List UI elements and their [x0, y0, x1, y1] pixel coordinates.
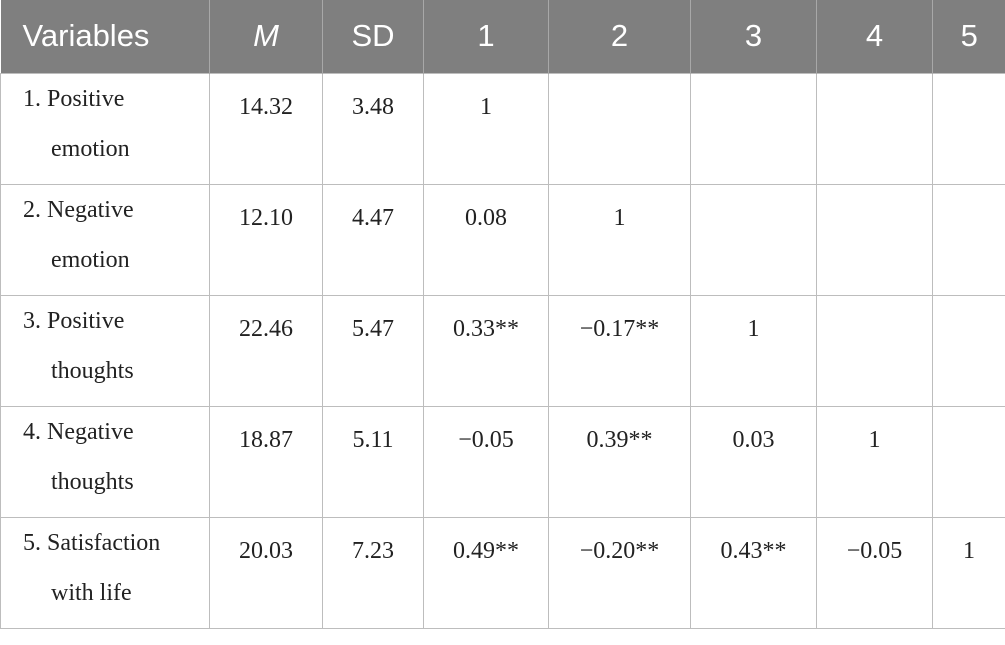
- table-row: 5. Satisfaction with life 20.03 7.23 0.49**…: [0, 516, 1005, 629]
- cell: 1: [932, 516, 1005, 629]
- cell: 3.48: [322, 72, 424, 185]
- cell: 5.47: [322, 294, 424, 407]
- cell: 5.11: [322, 405, 424, 518]
- empty-cell: [690, 72, 817, 185]
- table-header: Variables M SD 1 2 3 4 5: [0, 0, 1005, 73]
- cell: 20.03: [209, 516, 323, 629]
- variable-name: 1. Positive emotion: [0, 72, 210, 185]
- table-body: 1. Positive emotion 14.32 3.48 1 2. Negative…: [0, 72, 1005, 629]
- variable-name: 3. Positive thoughts: [0, 294, 210, 407]
- cell: 7.23: [322, 516, 424, 629]
- table-row: 2. Negative emotion 12.10 4.47 0.08 1: [0, 183, 1005, 296]
- cell: 0.43**: [690, 516, 817, 629]
- cell: 0.33**: [423, 294, 549, 407]
- variable-name: 4. Negative thoughts: [0, 405, 210, 518]
- cell: 0.03: [690, 405, 817, 518]
- table-row: 3. Positive thoughts 22.46 5.47 0.33** −0.17…: [0, 294, 1005, 407]
- cell: 22.46: [209, 294, 323, 407]
- cell: 14.32: [209, 72, 323, 185]
- empty-cell: [932, 294, 1005, 407]
- empty-cell: [932, 183, 1005, 296]
- table-row: 1. Positive emotion 14.32 3.48 1: [0, 72, 1005, 185]
- header-row: Variables M SD 1 2 3 4 5: [0, 0, 1005, 73]
- cell: 1: [548, 183, 691, 296]
- cell: 18.87: [209, 405, 323, 518]
- header-cell: Variables: [0, 0, 210, 73]
- cell: 1: [816, 405, 933, 518]
- cell: 0.49**: [423, 516, 549, 629]
- cell: −0.05: [423, 405, 549, 518]
- header-cell: 3: [690, 0, 817, 73]
- cell: 1: [423, 72, 549, 185]
- empty-cell: [816, 183, 933, 296]
- cell: 0.39**: [548, 405, 691, 518]
- cell: 0.08: [423, 183, 549, 296]
- cell: −0.17**: [548, 294, 691, 407]
- header-cell: M: [209, 0, 323, 73]
- header-cell: 4: [816, 0, 933, 73]
- cell: 1: [690, 294, 817, 407]
- variable-name: 2. Negative emotion: [0, 183, 210, 296]
- cell: −0.05: [816, 516, 933, 629]
- empty-cell: [816, 294, 933, 407]
- empty-cell: [932, 72, 1005, 185]
- header-cell: 2: [548, 0, 691, 73]
- cell: 4.47: [322, 183, 424, 296]
- cell: −0.20**: [548, 516, 691, 629]
- table-row: 4. Negative thoughts 18.87 5.11 −0.05 0.39**…: [0, 405, 1005, 518]
- cell: 12.10: [209, 183, 323, 296]
- empty-cell: [932, 405, 1005, 518]
- variable-name: 5. Satisfaction with life: [0, 516, 210, 629]
- correlation-table: Variables M SD 1 2 3 4 5 1. Positive emotion 14.…: [0, 0, 1005, 629]
- header-cell: 1: [423, 0, 549, 73]
- header-cell: SD: [322, 0, 424, 73]
- empty-cell: [690, 183, 817, 296]
- header-cell: 5: [932, 0, 1005, 73]
- empty-cell: [816, 72, 933, 185]
- empty-cell: [548, 72, 691, 185]
